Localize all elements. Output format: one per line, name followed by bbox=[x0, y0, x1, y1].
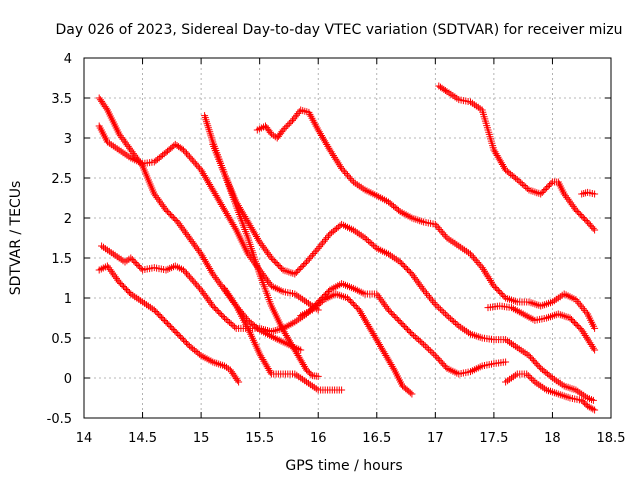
y-tick-label: 0 bbox=[64, 372, 72, 387]
series-s4 bbox=[95, 262, 243, 386]
series-s12 bbox=[484, 302, 599, 354]
y-axis-label: SDTVAR / TECUs bbox=[8, 181, 24, 296]
y-tick-label: 3.5 bbox=[51, 92, 72, 107]
x-tick-label: 17 bbox=[427, 431, 444, 446]
series-s9 bbox=[297, 290, 416, 398]
series-s13 bbox=[502, 370, 599, 414]
series-s7 bbox=[221, 284, 346, 394]
series-s10 bbox=[435, 82, 599, 234]
ticks: 14 14.5 15 15.5 16 16.5 17 17.5 18 18.5 -0.5 0 0.5 1 1… bbox=[47, 52, 626, 446]
y-tick-label: 4 bbox=[64, 52, 72, 67]
series-markers bbox=[95, 262, 243, 386]
x-tick-label: 15 bbox=[193, 431, 210, 446]
series-markers bbox=[502, 370, 599, 414]
series-s8 bbox=[253, 106, 599, 332]
x-tick-label: 15.5 bbox=[245, 431, 274, 446]
y-tick-label: 0.5 bbox=[51, 332, 72, 347]
series-markers bbox=[209, 140, 322, 380]
y-tick-label: 2 bbox=[64, 212, 72, 227]
x-tick-label: 14.5 bbox=[128, 431, 157, 446]
series-markers bbox=[484, 302, 599, 354]
y-tick-label: 1.5 bbox=[51, 252, 72, 267]
y-tick-label: 3 bbox=[64, 132, 72, 147]
y-tick-label: 2.5 bbox=[51, 172, 72, 187]
x-tick-label: 16.5 bbox=[362, 431, 391, 446]
x-tick-label: 16 bbox=[310, 431, 327, 446]
series-markers bbox=[297, 290, 416, 398]
series-markers bbox=[253, 106, 599, 332]
x-tick-label: 18.5 bbox=[597, 431, 626, 446]
x-tick-label: 17.5 bbox=[479, 431, 508, 446]
data-marks bbox=[95, 82, 599, 414]
series-markers bbox=[578, 188, 599, 198]
series-s11 bbox=[578, 188, 599, 198]
series-s6 bbox=[209, 140, 322, 380]
series-markers bbox=[221, 284, 346, 394]
x-axis-label: GPS time / hours bbox=[285, 458, 402, 474]
x-tick-label: 14 bbox=[76, 431, 93, 446]
y-tick-label: -0.5 bbox=[47, 412, 72, 427]
x-tick-label: 18 bbox=[544, 431, 561, 446]
plot-frame bbox=[83, 57, 612, 419]
y-tick-label: 1 bbox=[64, 292, 72, 307]
series-markers bbox=[435, 82, 599, 234]
chart-title: Day 026 of 2023, Sidereal Day-to-day VTE… bbox=[56, 22, 623, 38]
